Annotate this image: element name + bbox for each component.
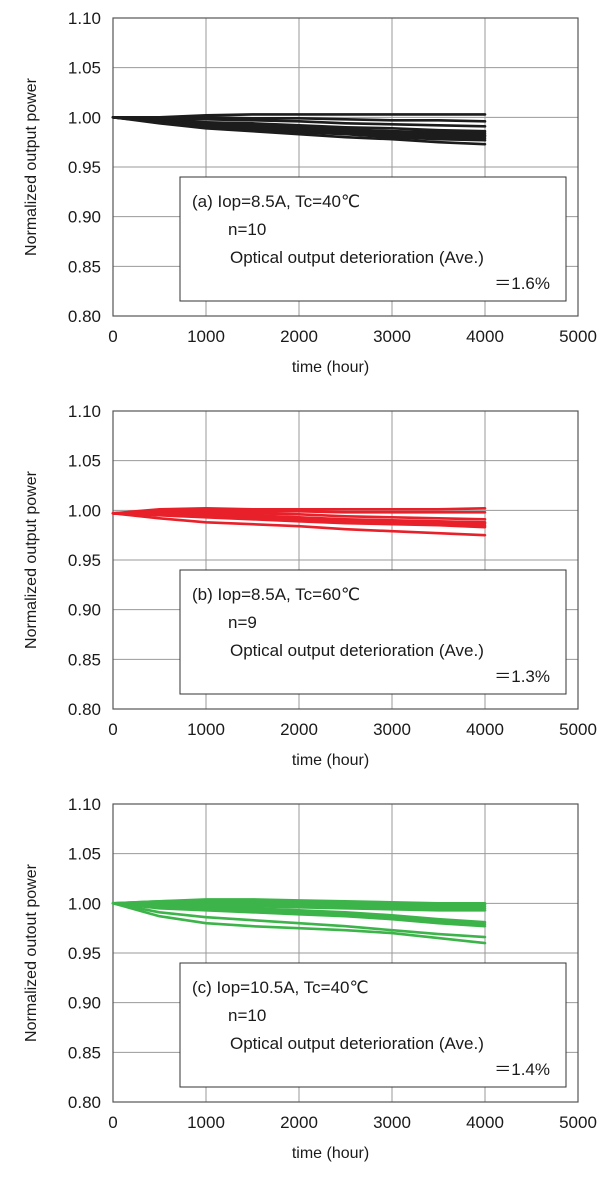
annotation-condition: (a) Iop=8.5A, Tc=40℃: [192, 192, 360, 211]
series-line-3: [111, 900, 487, 908]
series-line-10: [111, 902, 487, 945]
plot-frame: [112, 410, 579, 710]
annotation-sample-count: n=9: [228, 613, 257, 632]
y-tick-labels: 0.80 0.85 0.90 0.95 1.00 1.05 1.10: [68, 795, 101, 1112]
y-tick-label: 1.10: [68, 795, 101, 814]
y-tick-label: 0.90: [68, 208, 101, 227]
y-tick-label: 1.00: [68, 108, 101, 127]
series-line-3: [111, 510, 487, 521]
x-axis-label: time (hour): [292, 1145, 369, 1162]
y-tick-label: 0.95: [68, 944, 101, 963]
series-line-10: [111, 116, 487, 146]
x-tick-label: 1000: [187, 720, 225, 739]
x-tick-label: 3000: [373, 327, 411, 346]
y-tick-label: 0.85: [68, 650, 101, 669]
annotation-box: [179, 962, 567, 1088]
series-line-6: [111, 902, 487, 924]
y-tick-label: 0.80: [68, 1093, 101, 1112]
annotation-sample-count: n=10: [228, 1006, 266, 1025]
annotation-deterioration-label: Optical output deterioration (Ave.): [230, 641, 484, 660]
y-tick-label: 0.80: [68, 700, 101, 719]
series-group: [111, 898, 487, 945]
annotation-box: [179, 176, 567, 302]
x-tick-label: 2000: [280, 720, 318, 739]
annotation-box: [179, 569, 567, 695]
series-line-2: [111, 116, 487, 123]
chart-panel-c: 0.80 0.85 0.90 0.95 1.00 1.05 1.10 0 1000 2000 30…: [23, 795, 597, 1162]
annotation-deterioration-label: Optical output deterioration (Ave.): [230, 248, 484, 267]
plot-frame: [112, 803, 579, 1103]
series-line-4: [111, 902, 487, 910]
x-tick-label: 4000: [466, 327, 504, 346]
y-axis-label: Normalized output power: [23, 470, 40, 649]
y-tick-label: 1.10: [68, 9, 101, 28]
x-tick-label: 0: [108, 327, 117, 346]
y-tick-label: 1.00: [68, 894, 101, 913]
y-tick-label: 1.05: [68, 452, 101, 471]
y-tick-labels: 0.80 0.85 0.90 0.95 1.00 1.05 1.10: [68, 402, 101, 719]
y-axis-label: Normalized output power: [23, 77, 40, 256]
annotation-deterioration-label: Optical output deterioration (Ave.): [230, 1034, 484, 1053]
series-line-9: [111, 512, 487, 537]
x-tick-label: 4000: [466, 720, 504, 739]
series-line-8: [111, 902, 487, 928]
chart-panel-a: 0.80 0.85 0.90 0.95 1.00 1.05 1.10 0 1000 2000 30…: [23, 9, 597, 376]
y-tick-label: 1.05: [68, 59, 101, 78]
series-group: [111, 507, 487, 537]
plot-frame: [112, 17, 579, 317]
y-tick-label: 0.80: [68, 307, 101, 326]
annotation-deterioration-value: ＝1.3%: [494, 667, 550, 686]
y-tick-label: 0.85: [68, 257, 101, 276]
annotation-condition: (c) Iop=10.5A, Tc=40℃: [192, 978, 369, 997]
y-tick-label: 0.95: [68, 551, 101, 570]
x-tick-labels: 0 1000 2000 3000 4000 5000: [108, 327, 597, 346]
x-tick-label: 1000: [187, 1113, 225, 1132]
y-tick-label: 1.00: [68, 501, 101, 520]
series-line-3: [111, 116, 487, 128]
y-tick-label: 0.90: [68, 601, 101, 620]
x-tick-label: 4000: [466, 1113, 504, 1132]
series-line-5: [111, 902, 487, 912]
x-tick-label: 0: [108, 720, 117, 739]
y-tick-labels: 0.80 0.85 0.90 0.95 1.00 1.05 1.10: [68, 9, 101, 326]
y-tick-label: 1.10: [68, 402, 101, 421]
y-tick-label: 1.05: [68, 845, 101, 864]
annotation-deterioration-value: ＝1.6%: [494, 274, 550, 293]
annotation-condition: (b) Iop=8.5A, Tc=60℃: [192, 585, 360, 604]
annotation-sample-count: n=10: [228, 220, 266, 239]
x-tick-label: 2000: [280, 327, 318, 346]
annotation-deterioration-value: ＝1.4%: [494, 1060, 550, 1079]
x-tick-label: 1000: [187, 327, 225, 346]
x-tick-label: 3000: [373, 1113, 411, 1132]
series-line-9: [111, 902, 487, 939]
series-line-1: [111, 507, 487, 515]
x-tick-label: 5000: [559, 327, 597, 346]
x-tick-labels: 0 1000 2000 3000 4000 5000: [108, 720, 597, 739]
series-line-1: [111, 113, 487, 119]
y-axis-label: Normalized outout power: [23, 863, 40, 1042]
chart-panel-b: 0.80 0.85 0.90 0.95 1.00 1.05 1.10 0 1000 2000 30…: [23, 402, 597, 769]
x-axis-label: time (hour): [292, 752, 369, 769]
x-tick-label: 2000: [280, 1113, 318, 1132]
x-tick-label: 0: [108, 1113, 117, 1132]
x-tick-label: 3000: [373, 720, 411, 739]
series-line-8: [111, 512, 487, 529]
series-group: [111, 113, 487, 146]
y-tick-label: 0.90: [68, 994, 101, 1013]
x-axis-label: time (hour): [292, 359, 369, 376]
x-tick-label: 5000: [559, 720, 597, 739]
y-tick-label: 0.85: [68, 1043, 101, 1062]
x-tick-labels: 0 1000 2000 3000 4000 5000: [108, 1113, 597, 1132]
x-tick-label: 5000: [559, 1113, 597, 1132]
y-tick-label: 0.95: [68, 158, 101, 177]
